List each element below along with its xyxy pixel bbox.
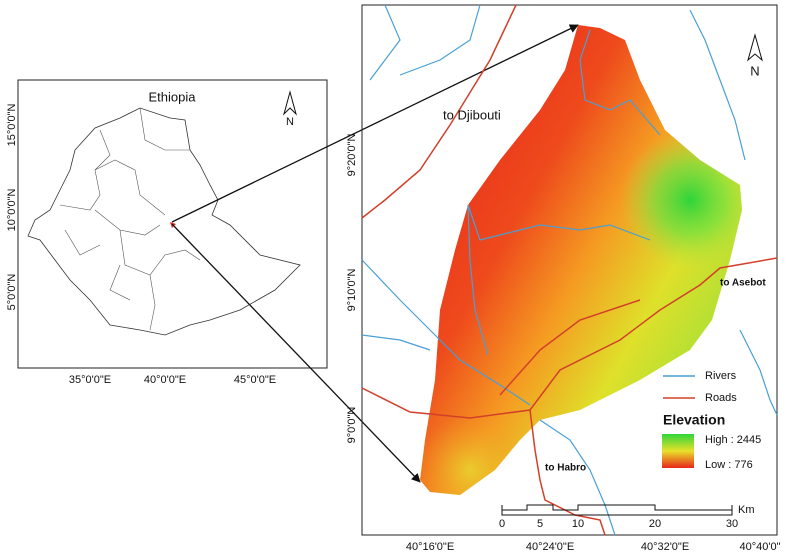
region-boundaries [59, 107, 201, 331]
legend-label: Rivers [705, 370, 737, 382]
annotation: to Djibouti [443, 107, 501, 122]
river [361, 334, 431, 351]
scale-label: 10 [572, 518, 584, 530]
river [467, 204, 489, 356]
lon-label: 40°0'0"E [144, 374, 186, 386]
lon-label: 40°16'0"E [406, 541, 454, 553]
north-label: N [286, 116, 294, 128]
annotation: to Habro [545, 463, 586, 474]
inset-title: Ethiopia [149, 89, 197, 104]
lat-label: 9°20'0"N [346, 134, 358, 177]
river [579, 29, 661, 136]
lon-label: 45°0'0"E [234, 374, 276, 386]
scale-label: 0 [499, 518, 505, 530]
inset-frame [17, 79, 328, 369]
annotation: to Asebot [720, 278, 766, 289]
north-arrow [283, 90, 297, 116]
lat-label: 9°10'0"N [346, 269, 358, 312]
river [467, 204, 651, 241]
lat-label: 15°0'0"N [6, 104, 18, 147]
scale-bar [501, 504, 733, 516]
legend-ramp [662, 434, 694, 468]
connector-arrow [171, 24, 579, 223]
river [399, 4, 481, 76]
lon-label: 40°40'0" [740, 541, 781, 553]
lon-label: 40°32'0"E [641, 541, 689, 553]
river [739, 329, 778, 416]
lon-label: 40°24'0"E [526, 541, 574, 553]
north-label: N [750, 63, 759, 78]
lowland-shading [420, 25, 742, 495]
legend-label: Roads [705, 392, 737, 404]
connector-arrow [171, 223, 421, 483]
river [369, 4, 401, 81]
ethiopia-outline [27, 107, 301, 336]
road [361, 4, 517, 219]
road [499, 299, 641, 396]
scale-label: 5 [537, 518, 543, 530]
road [361, 257, 778, 419]
scale-unit: Km [738, 504, 755, 516]
north-arrow [747, 33, 763, 62]
legend-label: Low : 776 [705, 459, 753, 471]
lon-label: 35°0'0"E [69, 374, 111, 386]
lat-label: 9°0'0"N [346, 407, 358, 444]
lat-label: 10°0'0"N [6, 189, 18, 232]
scale-label: 20 [649, 518, 661, 530]
river [689, 9, 746, 161]
road [529, 409, 606, 536]
legend-label: High : 2445 [705, 434, 761, 446]
scale-label: 30 [726, 518, 738, 530]
main-frame [361, 4, 778, 536]
lat-label: 5°0'0"N [6, 274, 18, 311]
legend-title: Elevation [663, 412, 725, 428]
